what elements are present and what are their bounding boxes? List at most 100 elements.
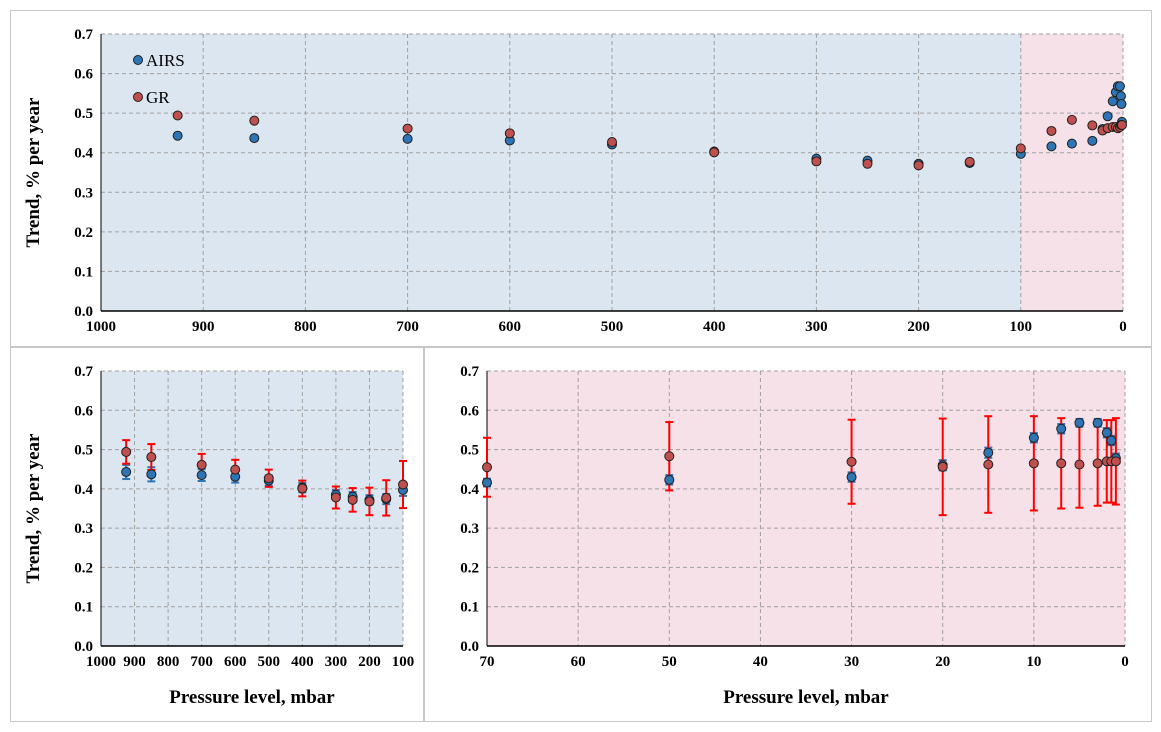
y-tick-label: 0.6 [74, 67, 93, 83]
bottom-right-chart-panel: 0.0 0.1 0.2 0.3 0.4 0.5 0.6 0.7 70 60 50 40 30 20 10 0 P… [424, 347, 1152, 722]
airs-data-point [1106, 435, 1117, 446]
x-tick-label: 700 [190, 654, 213, 670]
x-tick-label: 500 [601, 319, 624, 335]
y-tick-label: 0.2 [74, 560, 93, 576]
shaded-region [1020, 34, 1123, 311]
airs-data-point [983, 447, 994, 458]
y-tick-label: 0.0 [460, 639, 479, 655]
y-tick-label: 0.5 [74, 106, 93, 122]
bottom-left-chart-panel: 0.0 0.1 0.2 0.3 0.4 0.5 0.6 0.7 1000 900 800 700 600… [10, 347, 424, 722]
y-tick-label: 0.6 [460, 403, 479, 419]
legend-marker-gr [133, 92, 143, 102]
gr-data-point [1056, 458, 1067, 469]
gr-data-point [146, 452, 157, 463]
airs-data-point [482, 477, 492, 488]
y-tick-label: 0.7 [74, 27, 93, 43]
bottom-right-chart: 0.0 0.1 0.2 0.3 0.4 0.5 0.6 0.7 70 60 50 40 30 20 10 0 P… [460, 364, 1129, 708]
x-tick-label: 100 [1010, 319, 1033, 335]
x-tick-label: 300 [805, 319, 828, 335]
y-tick-label: 0.5 [74, 443, 93, 459]
y-tick-label: 0.3 [74, 185, 93, 201]
plot-background [101, 371, 403, 646]
x-tick-label: 900 [123, 654, 146, 670]
x-tick-label: 1000 [86, 319, 116, 335]
shaded-region [101, 34, 1021, 311]
x-tick-label: 300 [325, 654, 348, 670]
legend-label-airs: AIRS [146, 51, 185, 70]
gr-data-point [846, 456, 857, 467]
x-tick-label: 900 [192, 319, 215, 335]
x-tick-label: 0 [1121, 654, 1129, 670]
x-tick-label: 400 [291, 654, 314, 670]
airs-data-point [249, 133, 260, 144]
gr-data-point [1092, 458, 1103, 469]
gr-data-point [297, 483, 308, 494]
gr-data-point [249, 115, 260, 126]
gr-data-point [1087, 120, 1098, 131]
gr-data-point [1066, 114, 1077, 125]
gr-data-point [1015, 143, 1026, 154]
gr-data-point [330, 492, 341, 503]
x-axis-label: Pressure level, mbar [723, 687, 889, 708]
gr-data-point [1046, 125, 1057, 136]
y-tick-label: 0.4 [74, 146, 93, 162]
top-chart-panel: 0.0 0.1 0.2 0.3 0.4 0.5 0.6 0.7 1000 900 800 700 600… [10, 10, 1152, 347]
x-tick-label: 500 [258, 654, 281, 670]
gr-data-point [1074, 459, 1085, 470]
gr-data-point [709, 147, 720, 158]
gr-data-point [263, 473, 274, 484]
x-tick-label: 800 [157, 654, 180, 670]
airs-data-point [1074, 417, 1085, 428]
y-tick-label: 0.1 [74, 264, 93, 280]
y-tick-label: 0.5 [460, 443, 479, 459]
x-axis-label: Pressure level, mbar [169, 687, 335, 708]
airs-data-point [1046, 141, 1057, 152]
x-tick-label: 40 [753, 654, 768, 670]
gr-data-point [381, 492, 392, 503]
x-tick-label: 600 [499, 319, 522, 335]
x-tick-label: 600 [224, 654, 247, 670]
airs-data-point [1107, 96, 1118, 107]
airs-data-point [1101, 427, 1112, 438]
y-tick-label: 0.0 [74, 639, 93, 655]
gr-data-point [172, 110, 183, 121]
gr-data-point [964, 156, 975, 167]
legend-label-gr: GR [146, 88, 170, 107]
gr-data-point [983, 459, 994, 470]
airs-data-point [1066, 138, 1077, 149]
gr-data-point [1028, 458, 1039, 469]
x-tick-label: 60 [571, 654, 586, 670]
y-tick-label: 0.2 [74, 225, 93, 241]
airs-data-point [402, 133, 413, 144]
gr-data-point [347, 494, 358, 505]
gr-data-point [1116, 120, 1127, 131]
airs-data-point [1102, 111, 1113, 122]
airs-data-point [1114, 81, 1125, 92]
x-tick-label: 100 [392, 654, 415, 670]
airs-data-point [1056, 423, 1067, 434]
gr-data-point [364, 496, 375, 507]
gr-data-point [607, 137, 617, 148]
gr-data-point [196, 459, 207, 470]
airs-data-point [1092, 417, 1103, 428]
y-tick-label: 0.3 [460, 521, 479, 537]
x-tick-label: 700 [396, 319, 419, 335]
airs-data-point [1028, 432, 1039, 443]
x-tick-label: 10 [1026, 654, 1041, 670]
x-tick-label: 0 [1119, 319, 1127, 335]
y-axis-label: Trend, % per year [23, 97, 44, 247]
x-tick-label: 30 [844, 654, 859, 670]
airs-data-point [1087, 135, 1098, 146]
x-tick-label: 50 [662, 654, 677, 670]
airs-data-point [121, 466, 132, 477]
gr-data-point [504, 128, 515, 139]
gr-data-point [811, 156, 822, 167]
y-axis-label: Trend, % per year [23, 433, 44, 583]
y-tick-label: 0.4 [460, 482, 479, 498]
y-tick-label: 0.0 [74, 304, 93, 320]
y-tick-label: 0.1 [460, 600, 479, 616]
gr-data-point [664, 451, 675, 462]
gr-data-point [398, 479, 408, 490]
y-tick-label: 0.1 [74, 600, 93, 616]
